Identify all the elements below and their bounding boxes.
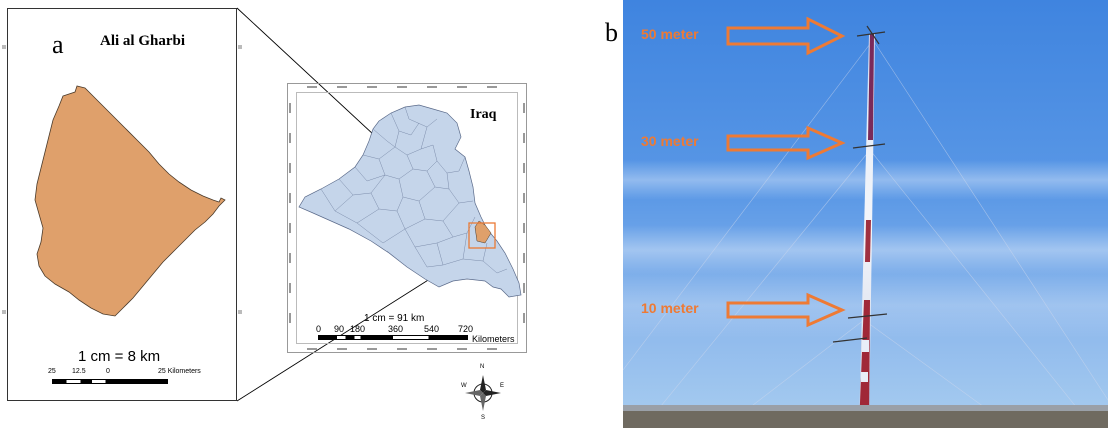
arrow-50m-icon bbox=[726, 16, 846, 56]
tower-photo: 50 meter 30 meter 10 meter bbox=[623, 0, 1108, 428]
panel-a-label: a bbox=[52, 30, 64, 59]
iraq-scalebar-bars bbox=[318, 335, 468, 340]
compass-n: N bbox=[480, 364, 485, 370]
district-map-title: Ali al Gharbi bbox=[100, 33, 186, 49]
left-frame-ticks-2 bbox=[2, 310, 6, 314]
iraq-scale-tick-0: 0 bbox=[316, 324, 322, 334]
compass-w: W bbox=[461, 383, 467, 389]
iraq-map-title: Iraq bbox=[470, 107, 497, 122]
iraq-scale-tick-540: 540 bbox=[424, 324, 440, 334]
right-frame-ticks-2 bbox=[238, 310, 242, 314]
iraq-scale-tick-720: 720 bbox=[458, 324, 474, 334]
highlighted-district bbox=[474, 220, 492, 244]
iraq-map-frame bbox=[287, 83, 527, 353]
compass-s: S bbox=[481, 415, 486, 421]
height-label-10m: 10 meter bbox=[641, 300, 699, 316]
panel-b-label: b bbox=[605, 18, 618, 47]
iraq-scale-tick-360: 360 bbox=[388, 324, 404, 334]
district-map-frame bbox=[7, 8, 237, 401]
height-label-30m: 30 meter bbox=[641, 133, 699, 149]
iraq-country-shape bbox=[298, 104, 522, 298]
ali-al-gharbi-district bbox=[34, 85, 226, 317]
arrow-30m-icon bbox=[726, 125, 846, 161]
iraq-scale-unit: Kilometers bbox=[472, 334, 515, 344]
iraq-scale-tick-90: 90 bbox=[334, 324, 345, 334]
district-scale-tick-end: 25 Kilometers bbox=[158, 368, 201, 375]
iraq-scale-ratio: 1 cm = 91 km bbox=[364, 313, 425, 324]
district-scale-tick-25: 25 bbox=[48, 368, 56, 375]
iraq-scale-tick-180: 180 bbox=[350, 324, 366, 334]
left-frame-ticks bbox=[2, 45, 6, 49]
district-scalebar-bars bbox=[52, 379, 168, 384]
district-scale-tick-12-5: 12.5 bbox=[72, 368, 86, 375]
compass-icon bbox=[465, 375, 501, 411]
district-map bbox=[34, 85, 226, 317]
tower-photo-image bbox=[623, 0, 1108, 428]
right-frame-ticks bbox=[238, 45, 242, 49]
height-label-50m: 50 meter bbox=[641, 26, 699, 42]
iraq-map bbox=[289, 86, 525, 350]
arrow-10m-icon bbox=[726, 292, 846, 328]
iraq-scalebar: 0 90 180 360 540 720 Kilometers bbox=[314, 324, 534, 344]
district-scalebar: 25 12.5 0 25 Kilometers bbox=[40, 368, 220, 388]
compass-e: E bbox=[500, 383, 505, 389]
district-scale-ratio: 1 cm = 8 km bbox=[78, 348, 161, 365]
panel-a: a Ali al Gharbi 1 cm = 8 km 25 12.5 0 25… bbox=[2, 7, 534, 421]
compass-rose: N S E W bbox=[460, 364, 506, 421]
highlight-box bbox=[468, 222, 496, 249]
district-scale-tick-0: 0 bbox=[106, 368, 110, 375]
